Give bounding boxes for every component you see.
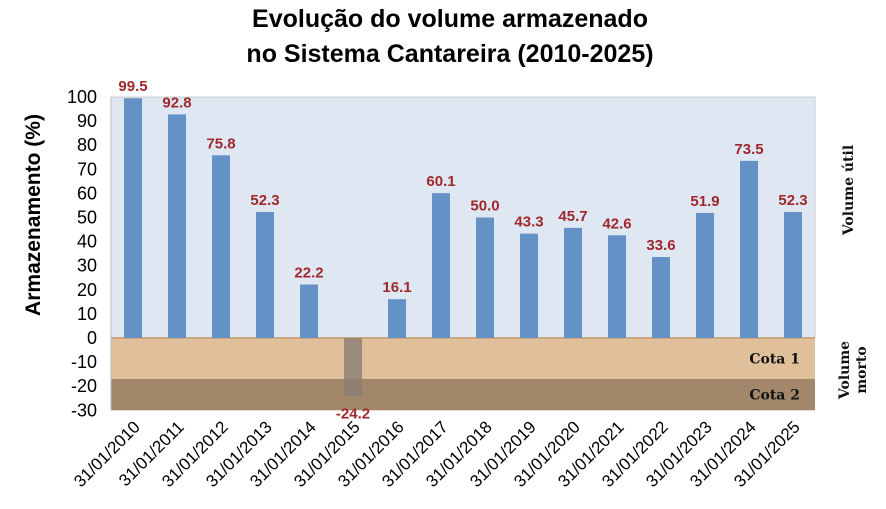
bar xyxy=(124,98,142,338)
y-tick-label: -30 xyxy=(71,400,97,420)
y-tick-label: 40 xyxy=(77,232,97,252)
data-label: 52.3 xyxy=(778,192,807,209)
band-1 xyxy=(111,338,815,379)
band-label: Cota 2 xyxy=(749,388,800,404)
data-label: 60.1 xyxy=(426,173,455,190)
bar xyxy=(652,257,670,338)
y-tick-label: -20 xyxy=(71,376,97,396)
bar xyxy=(388,299,406,338)
data-label: 51.9 xyxy=(690,193,719,210)
y-tick-label: 80 xyxy=(77,135,97,155)
bar xyxy=(256,211,274,338)
data-label: 33.6 xyxy=(646,237,675,254)
data-label: 99.5 xyxy=(118,78,147,95)
bar xyxy=(564,227,582,338)
data-label: 42.6 xyxy=(602,215,631,232)
bar xyxy=(212,155,230,338)
bar xyxy=(432,193,450,338)
band-2 xyxy=(111,378,815,411)
bar xyxy=(784,211,802,338)
bar xyxy=(608,235,626,338)
y-tick-label: 70 xyxy=(77,159,97,179)
y-tick-label: 60 xyxy=(77,183,97,203)
y-axis-label: Armazenamento (%) xyxy=(22,114,45,316)
bar xyxy=(344,338,362,397)
data-label: 73.5 xyxy=(734,141,763,158)
y-tick-label: 30 xyxy=(77,256,97,276)
volume-util-label: Volume útil xyxy=(841,145,857,236)
bar xyxy=(476,217,494,338)
y-tick-label: 0 xyxy=(87,328,97,348)
data-label: 75.8 xyxy=(206,135,235,152)
y-tick-label: 10 xyxy=(77,304,97,324)
y-tick-label: 90 xyxy=(77,111,97,131)
y-tick-label: 20 xyxy=(77,280,97,300)
data-label: 22.2 xyxy=(294,264,323,281)
chart-title-line-2: no Sistema Cantareira (2010-2025) xyxy=(246,40,653,68)
bar xyxy=(300,284,318,338)
data-label: 45.7 xyxy=(558,208,587,225)
band-label: Cota 1 xyxy=(749,351,800,367)
data-label: 16.1 xyxy=(382,279,411,296)
y-tick-label: 50 xyxy=(77,208,97,228)
volume-morto-label-2: morto xyxy=(854,346,870,393)
volume-morto-label-1: Volume xyxy=(837,341,853,400)
bar xyxy=(740,160,758,338)
bar xyxy=(520,233,538,338)
y-tick-label: 100 xyxy=(67,87,97,107)
data-label: 92.8 xyxy=(162,94,191,111)
data-label: -24.2 xyxy=(336,405,370,422)
y-tick-label: -10 xyxy=(71,352,97,372)
data-label: 50.0 xyxy=(470,198,499,215)
bar xyxy=(696,212,714,338)
bar xyxy=(168,114,186,339)
data-label: 43.3 xyxy=(514,214,543,231)
data-label: 52.3 xyxy=(250,192,279,209)
chart-title-line-1: Evolução do volume armazenado xyxy=(252,5,648,33)
